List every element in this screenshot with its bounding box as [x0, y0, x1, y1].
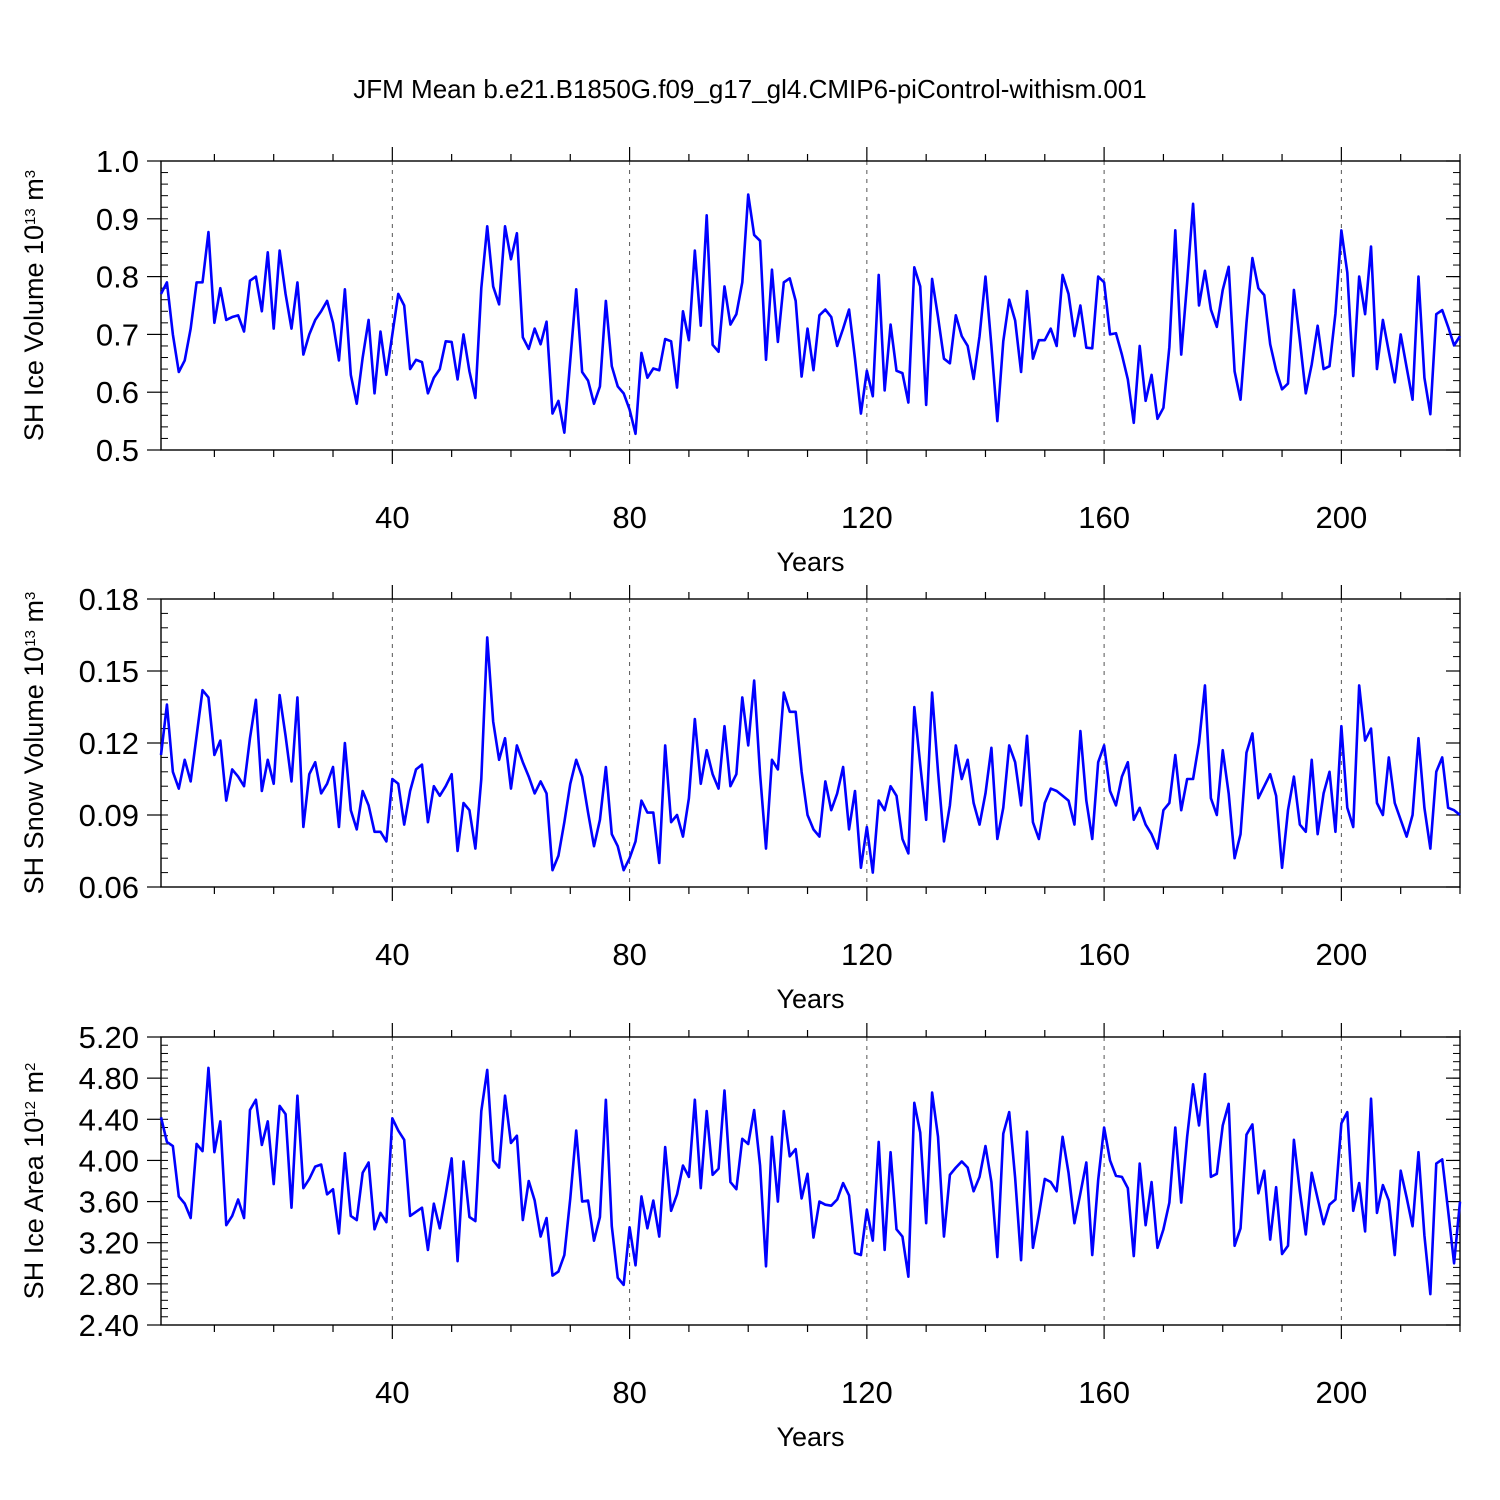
x-tick-label: 120 [841, 937, 893, 972]
y-tick-label: 0.18 [79, 582, 139, 617]
x-tick-label: 80 [612, 1375, 646, 1410]
y-axis-title-text: SH Ice Volume 10 [19, 225, 49, 441]
y-tick-label: 0.09 [79, 798, 139, 833]
y-tick-label: 4.00 [79, 1143, 139, 1178]
x-axis-title: Years [776, 547, 844, 577]
y-axis-title-unit-exponent: 2 [22, 1063, 39, 1071]
plot-frame [160, 598, 1461, 888]
y-tick-label: 0.5 [96, 433, 139, 468]
y-axis-title: SH Snow Volume 1013 m3 [19, 592, 49, 895]
x-tick-label: 80 [612, 937, 646, 972]
y-tick-label: 0.7 [96, 317, 139, 352]
x-tick-label: 160 [1078, 500, 1130, 535]
y-axis-title-text: SH Snow Volume 10 [19, 647, 49, 895]
x-tick-label: 200 [1316, 937, 1368, 972]
y-axis-title-unit: m [19, 1071, 49, 1101]
y-axis-title-unit: m [19, 178, 49, 208]
x-axis-title: Years [776, 1422, 844, 1452]
y-tick-label: 3.60 [79, 1185, 139, 1220]
y-axis-title-text: SH Ice Area 10 [19, 1118, 49, 1300]
series-line-ice-volume [159, 193, 1462, 436]
y-tick-label: 0.9 [96, 202, 139, 237]
panels: 0.5 0.6 0.7 0.8 0.9 1.0 40 80 120 160 200 Years SH I… [19, 144, 1462, 1452]
x-tick-label: 200 [1316, 1375, 1368, 1410]
y-tick-label: 5.20 [79, 1020, 139, 1055]
y-tick-label: 0.8 [96, 260, 139, 295]
panel-ice-area: 2.40 2.80 3.20 3.60 4.00 4.40 4.80 5.20 40 80 120 1… [19, 1020, 1462, 1452]
plot-frame [160, 160, 1461, 451]
y-tick-label: 4.80 [79, 1061, 139, 1096]
y-tick-label: 0.6 [96, 375, 139, 410]
y-axis-title-exponent: 12 [22, 1101, 39, 1118]
x-tick-label: 40 [375, 937, 409, 972]
x-tick-label: 160 [1078, 1375, 1130, 1410]
x-axis-title: Years [776, 984, 844, 1014]
y-axis-title-exponent: 13 [22, 630, 39, 647]
plot-frame [160, 1036, 1461, 1326]
figure-title: JFM Mean b.e21.B1850G.f09_g17_gl4.CMIP6-… [353, 74, 1146, 104]
y-axis-title: SH Ice Area 1012 m2 [19, 1063, 49, 1300]
x-tick-label: 160 [1078, 937, 1130, 972]
y-axis-title-unit-exponent: 3 [22, 170, 39, 178]
x-tick-label: 40 [375, 500, 409, 535]
series-line-snow-volume [159, 636, 1461, 874]
series-line-ice-area [159, 1066, 1462, 1296]
x-tick-label: 80 [612, 500, 646, 535]
panel-snow-volume: 0.06 0.09 0.12 0.15 0.18 40 80 120 160 200 Years SH… [19, 582, 1461, 1014]
y-tick-label: 0.12 [79, 726, 139, 761]
x-tick-label: 200 [1316, 500, 1368, 535]
y-tick-label: 3.20 [79, 1226, 139, 1261]
x-tick-label: 120 [841, 500, 893, 535]
y-tick-label: 2.40 [79, 1308, 139, 1343]
y-tick-label: 0.06 [79, 870, 139, 905]
y-axis-title-unit-exponent: 3 [22, 592, 39, 600]
y-tick-label: 0.15 [79, 654, 139, 689]
y-tick-label: 2.80 [79, 1267, 139, 1302]
y-axis-title-exponent: 13 [22, 208, 39, 225]
panel-ice-volume: 0.5 0.6 0.7 0.8 0.9 1.0 40 80 120 160 200 Years SH I… [19, 144, 1462, 577]
x-tick-label: 40 [375, 1375, 409, 1410]
y-tick-label: 4.40 [79, 1102, 139, 1137]
x-tick-label: 120 [841, 1375, 893, 1410]
y-axis-title-unit: m [19, 600, 49, 630]
y-tick-label: 1.0 [96, 144, 139, 179]
y-axis-title: SH Ice Volume 1013 m3 [19, 170, 49, 441]
